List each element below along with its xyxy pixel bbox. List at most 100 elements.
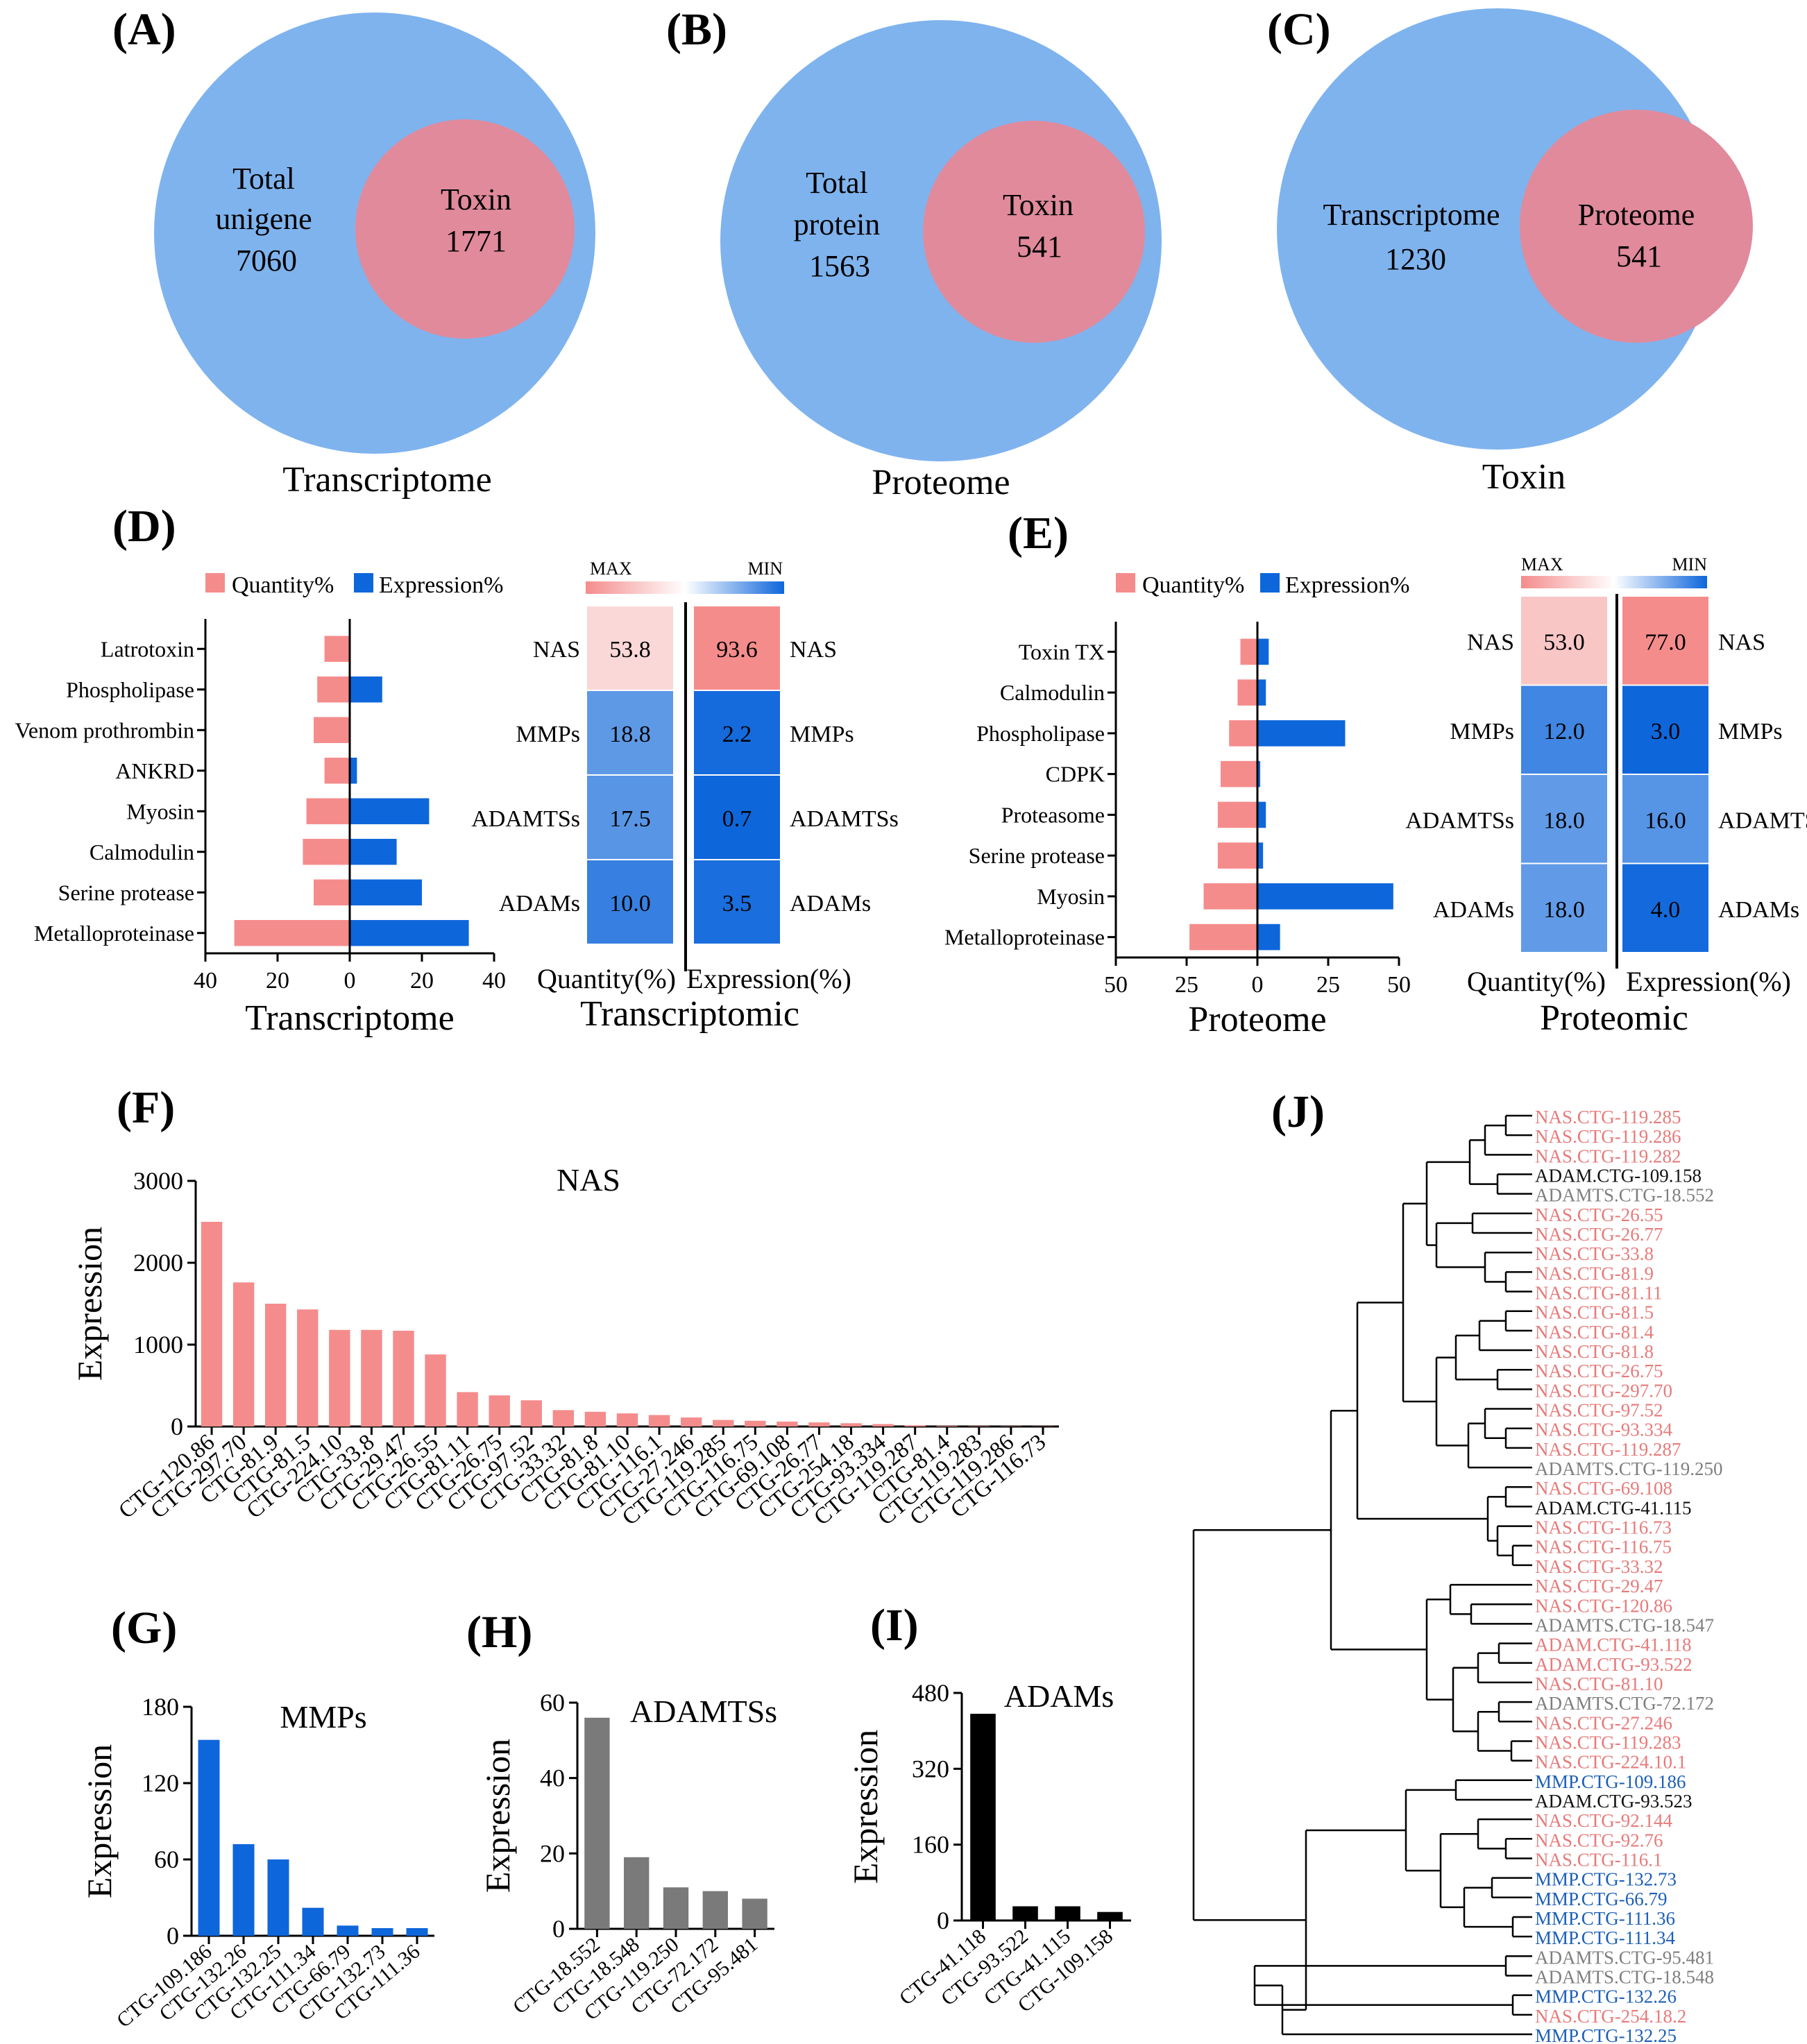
heatmap-expression-column-label: Expression(%)	[1626, 966, 1791, 997]
leaf-label-27: ADAM.CTG-41.118	[1535, 1635, 1692, 1655]
x-tick-label-3: 20	[410, 968, 434, 994]
legend-expression-swatch	[354, 573, 373, 593]
category-label-1: Calmodulin	[1000, 680, 1105, 705]
bar-4	[329, 1329, 350, 1426]
quantity-bar-3	[324, 758, 350, 784]
quantity-bar-6	[314, 879, 350, 905]
leaf-label-32: NAS.CTG-119.283	[1535, 1732, 1681, 1753]
color-scale-bar	[1521, 576, 1707, 588]
category-label-5: Serine protease	[969, 843, 1105, 868]
row-label-left-0: NAS	[1467, 629, 1514, 655]
quantity-bar-7	[1189, 923, 1257, 951]
quantity-bar-2	[1229, 720, 1257, 747]
expression-bar-2	[1257, 720, 1346, 747]
bar-13	[616, 1413, 638, 1426]
bar-18	[777, 1421, 798, 1426]
leaf-label-40: MMP.CTG-66.79	[1535, 1889, 1668, 1909]
nas-expression-bar-chart: 0100020003000CTG-120.86CTG-297.70CTG-81.…	[70, 1162, 1059, 1531]
category-label-3: CDPK	[1046, 762, 1105, 787]
quantity-bar-5	[303, 839, 350, 865]
venn-b-outer-line-2: protein	[794, 207, 881, 241]
y-axis-title: Expression	[846, 1730, 885, 1884]
leaf-label-38: NAS.CTG-116.1	[1535, 1849, 1663, 1870]
quantity-bar-4	[306, 798, 350, 824]
y-tick-label-0: 0	[937, 1907, 949, 1934]
bar-2	[1055, 1906, 1080, 1920]
leaf-label-39: MMP.CTG-132.73	[1535, 1869, 1677, 1890]
leaf-label-23: NAS.CTG-33.32	[1535, 1556, 1663, 1577]
bar-1	[232, 1844, 255, 1936]
quantity-bar-2	[314, 717, 350, 743]
bar-21	[872, 1424, 894, 1426]
y-tick-label-3: 3000	[133, 1167, 183, 1195]
category-label-2: Venom prothrombin	[15, 717, 194, 742]
bar-22	[904, 1425, 926, 1426]
venn-c-inner-circle	[1520, 110, 1753, 343]
row-label-right-1: MMPs	[1718, 719, 1783, 744]
category-label-6: Serine protease	[58, 880, 194, 905]
bar-7	[425, 1354, 446, 1426]
leaf-label-44: ADAMTS.CTG-18.548	[1535, 1966, 1714, 1987]
panel-label-d: (D)	[112, 501, 176, 552]
expression-bar-7	[350, 920, 469, 946]
leaf-label-11: NAS.CTG-81.4	[1535, 1322, 1654, 1343]
x-axis-title: Proteome	[1188, 1000, 1326, 1039]
y-tick-label-0: 0	[171, 1413, 183, 1440]
bar-4	[742, 1898, 767, 1929]
expression-cell-0	[694, 606, 780, 690]
quantity-cell-3	[1521, 864, 1607, 952]
expression-bar-6	[350, 879, 422, 905]
x-tick-label-4: 50	[1387, 972, 1411, 998]
leaf-label-29: NAS.CTG-81.10	[1535, 1673, 1663, 1694]
expression-bar-1	[1257, 679, 1266, 706]
quantity-bar-4	[1217, 801, 1257, 828]
leaf-label-4: ADAMTS.CTG-18.552	[1535, 1185, 1714, 1206]
leaf-label-31: NAS.CTG-27.246	[1535, 1712, 1672, 1733]
y-axis-title: Expression	[80, 1744, 119, 1898]
expression-value-2: 0.7	[722, 806, 752, 832]
panel-label-h: (H)	[466, 1607, 532, 1658]
leaf-label-8: NAS.CTG-81.9	[1535, 1263, 1654, 1284]
color-scale-min-label: MIN	[1672, 554, 1707, 574]
leaf-label-46: NAS.CTG-254.18.2	[1535, 2006, 1686, 2027]
bar-3	[702, 1891, 728, 1929]
expression-bar-1	[350, 676, 382, 703]
leaf-label-26: ADAMTS.CTG-18.547	[1535, 1615, 1714, 1635]
legend-expression-label: Expression%	[1285, 572, 1409, 598]
leaf-label-41: MMP.CTG-111.36	[1535, 1908, 1675, 1929]
venn-b-inner-line-1: Toxin	[1003, 188, 1074, 222]
leaf-label-1: NAS.CTG-119.286	[1535, 1126, 1681, 1147]
legend-expression-label: Expression%	[379, 572, 503, 598]
leaf-label-5: NAS.CTG-26.55	[1535, 1204, 1663, 1225]
y-tick-label-0: 0	[167, 1922, 179, 1950]
venn-b-caption: Proteome	[872, 463, 1010, 502]
y-tick-label-3: 480	[912, 1679, 949, 1707]
leaf-label-14: NAS.CTG-297.70	[1535, 1380, 1672, 1401]
leaf-label-3: ADAM.CTG-109.158	[1535, 1166, 1702, 1186]
bar-20	[840, 1423, 862, 1426]
category-label-0: Latrotoxin	[101, 636, 194, 661]
y-tick-label-2: 120	[142, 1769, 179, 1797]
bar-11	[552, 1410, 575, 1426]
bar-2	[267, 1859, 289, 1936]
leaf-label-36: NAS.CTG-92.144	[1535, 1810, 1673, 1831]
row-label-left-0: NAS	[533, 637, 580, 663]
expression-cell-1	[694, 691, 780, 774]
leaf-label-45: MMP.CTG-132.26	[1535, 1986, 1677, 2007]
y-tick-label-2: 2000	[133, 1249, 183, 1277]
legend-quantity-swatch	[1116, 573, 1135, 593]
mmps-expression-bar-chart: 060120180CTG-109.186CTG-132.26CTG-132.25…	[80, 1693, 434, 2032]
category-label-6: Myosin	[1037, 884, 1105, 909]
y-tick-label-2: 40	[540, 1764, 565, 1792]
expression-bar-0	[1257, 638, 1269, 665]
expression-cell-2	[1622, 775, 1708, 863]
quantity-bar-0	[324, 636, 350, 662]
legend-expression-swatch	[1260, 573, 1280, 593]
category-label-1: Phospholipase	[66, 677, 194, 702]
leaf-label-6: NAS.CTG-26.77	[1535, 1224, 1663, 1245]
row-label-left-2: ADAMTSs	[471, 806, 580, 832]
bar-6	[393, 1330, 414, 1426]
row-label-left-2: ADAMTSs	[1405, 808, 1514, 833]
quantity-value-2: 18.0	[1543, 808, 1585, 833]
row-label-left-3: ADAMs	[1433, 897, 1514, 923]
